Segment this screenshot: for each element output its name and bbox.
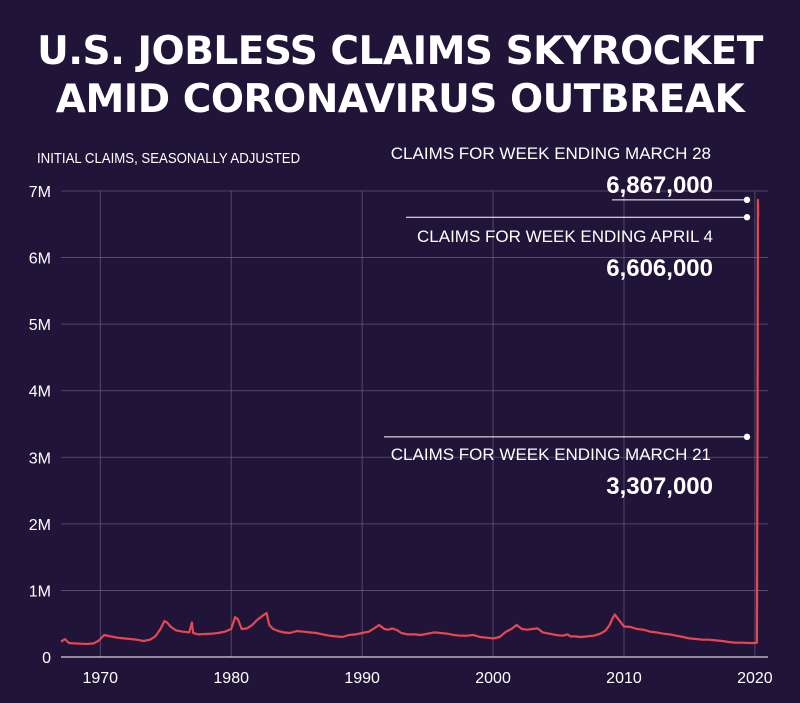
y-tick-label: 6M — [29, 251, 51, 268]
annotation-value: 6,867,000 — [606, 172, 713, 199]
x-tick-label: 2010 — [606, 670, 642, 687]
chart-title-line-2: AMID CORONAVIRUS OUTBREAK — [55, 77, 745, 122]
y-tick-label: 7M — [29, 184, 51, 201]
y-tick-label: 5M — [29, 317, 51, 334]
series-line — [60, 198, 760, 646]
y-tick-label: 0 — [42, 650, 51, 667]
series — [60, 198, 760, 646]
annotation-caption: CLAIMS FOR WEEK ENDING APRIL 4 — [417, 227, 713, 246]
y-tick-label: 2M — [29, 517, 51, 534]
annotation-caption: CLAIMS FOR WEEK ENDING MARCH 28 — [391, 144, 711, 163]
x-tick-label: 2020 — [737, 670, 773, 687]
annotations: CLAIMS FOR WEEK ENDING MARCH 28 6,867,000… — [384, 144, 751, 500]
y-tick-label: 4M — [29, 384, 51, 401]
y-tick-label: 1M — [29, 583, 51, 600]
annotation-value: 6,606,000 — [606, 255, 713, 282]
x-axis-ticks: 1970 1980 1990 2000 2010 2020 — [82, 670, 772, 687]
y-axis-label: INITIAL CLAIMS, SEASONALLY ADJUSTED — [37, 150, 301, 167]
annotation-caption: CLAIMS FOR WEEK ENDING MARCH 21 — [391, 445, 711, 464]
x-tick-label: 1980 — [213, 670, 249, 687]
grid — [61, 190, 768, 658]
annotation-marker — [743, 433, 751, 441]
annotation-marker — [743, 214, 751, 221]
x-tick-label: 1970 — [82, 670, 118, 687]
annotation-marker — [743, 196, 751, 204]
y-tick-label: 3M — [29, 450, 51, 467]
chart-title-line-1: U.S. JOBLESS CLAIMS SKYROCKET — [37, 29, 763, 74]
annotation-value: 3,307,000 — [606, 473, 713, 500]
x-tick-label: 2000 — [475, 670, 511, 687]
x-tick-label: 1990 — [344, 670, 380, 687]
y-axis-ticks: 0 1M 2M 3M 4M 5M 6M 7M — [29, 184, 51, 667]
